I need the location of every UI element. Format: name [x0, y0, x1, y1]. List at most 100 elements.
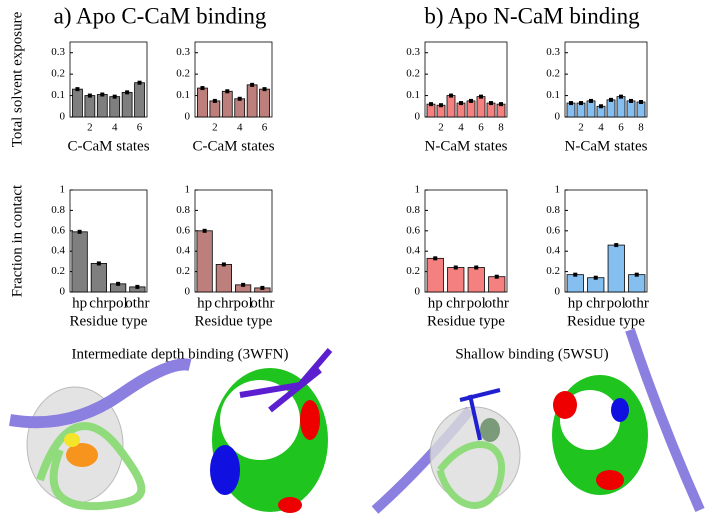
- y-tick-label: 0.2: [176, 68, 190, 80]
- bar-top-marker: [609, 97, 613, 102]
- bar-top-marker: [489, 101, 493, 106]
- bar-top-marker: [429, 102, 433, 107]
- bar-top-marker: [260, 285, 265, 290]
- bar-top-marker: [250, 82, 255, 87]
- y-tick-label: 0.8: [51, 204, 65, 216]
- bar-top-marker: [589, 98, 593, 103]
- y-tick-label: 0.8: [546, 204, 560, 216]
- bar-top-marker: [579, 101, 583, 106]
- plot-frame: [564, 189, 648, 293]
- bar: [259, 88, 270, 118]
- y-tick-label: 0: [555, 111, 561, 123]
- bar-top-marker: [634, 272, 639, 277]
- y-tick-label: 0.2: [176, 265, 190, 277]
- bar: [109, 96, 121, 118]
- bar: [587, 277, 605, 293]
- bar-top-marker: [499, 102, 503, 107]
- bar-top-marker: [96, 261, 101, 266]
- plot-frame: [424, 189, 508, 293]
- bar-top-marker: [212, 98, 217, 103]
- bar: [90, 263, 107, 293]
- x-tick-label: chr: [214, 295, 233, 311]
- x-tick-label: hp: [72, 295, 87, 311]
- x-axis-label: Residue type: [195, 313, 273, 329]
- y-tick-label: 0.2: [51, 68, 65, 80]
- bar: [246, 84, 258, 118]
- bar: [566, 274, 584, 293]
- bar: [486, 102, 496, 118]
- y-tick-label: 0.4: [51, 245, 65, 257]
- y-tick-label: 0: [185, 111, 191, 123]
- x-axis-label: C-CaM states: [192, 138, 274, 154]
- x-tick-label: pol: [109, 295, 128, 311]
- bar: [636, 101, 646, 118]
- bar-top-marker: [619, 94, 623, 99]
- bar: [84, 95, 96, 118]
- bar-top-marker: [629, 98, 633, 103]
- x-tick-label: pol: [607, 295, 626, 311]
- x-tick-label: chr: [586, 295, 605, 311]
- y-tick-label: 0.2: [546, 68, 560, 80]
- x-tick-label: othr: [250, 295, 274, 311]
- bar: [606, 99, 616, 118]
- y-tick-label: 0.8: [406, 204, 420, 216]
- x-tick-label: 6: [262, 122, 268, 134]
- x-tick-label: 8: [498, 122, 504, 134]
- y-tick-label: 0: [415, 111, 421, 123]
- y-tick-label: 0: [185, 286, 191, 298]
- bar: [476, 96, 486, 118]
- bar: [467, 267, 485, 293]
- bar-top-marker: [469, 98, 473, 103]
- image-title: Shallow binding (5WSU): [455, 346, 608, 362]
- bar: [586, 100, 596, 118]
- x-tick-label: 4: [237, 122, 243, 134]
- bar: [447, 267, 465, 293]
- bar-top-marker: [75, 87, 80, 92]
- bar-top-marker: [87, 93, 92, 98]
- x-tick-label: 2: [87, 122, 93, 134]
- bar: [626, 100, 636, 118]
- y-tick-label: 0: [555, 286, 561, 298]
- bar: [121, 91, 133, 118]
- x-tick-label: 4: [458, 122, 464, 134]
- bar: [466, 100, 476, 118]
- x-tick-label: hp: [568, 295, 583, 311]
- y-tick-label: 0.2: [406, 265, 420, 277]
- y-tick-label: 1: [555, 184, 561, 196]
- bar: [234, 98, 246, 118]
- x-axis-label: N-CaM states: [425, 138, 508, 154]
- y-tick-label: 0: [60, 111, 66, 123]
- bar: [607, 244, 625, 293]
- y-tick-label: 0.4: [406, 245, 420, 257]
- x-axis-label: Residue type: [567, 313, 645, 329]
- bar-top-marker: [639, 100, 643, 104]
- bar: [221, 90, 233, 118]
- y-axis-label: Total solvent exposure: [9, 11, 25, 147]
- bar-top-marker: [225, 89, 230, 94]
- plot-frame: [194, 41, 273, 118]
- x-tick-label: 2: [212, 122, 218, 134]
- bar-top-marker: [262, 87, 267, 92]
- bar-top-marker: [453, 265, 458, 270]
- x-tick-label: othr: [485, 295, 509, 311]
- bar: [426, 257, 444, 293]
- plot-frame: [564, 41, 648, 118]
- x-axis-label: C-CaM states: [67, 138, 149, 154]
- x-tick-label: 6: [478, 122, 484, 134]
- x-tick-label: 4: [598, 122, 604, 134]
- y-tick-label: 1: [185, 184, 191, 196]
- y-tick-label: 0.6: [51, 224, 65, 236]
- y-tick-label: 0.3: [406, 46, 420, 58]
- y-tick-label: 0.6: [546, 224, 560, 236]
- plot-frame: [424, 41, 508, 118]
- x-tick-label: 4: [112, 122, 118, 134]
- bar-top-marker: [479, 94, 483, 99]
- bar: [96, 94, 108, 118]
- bar: [209, 100, 221, 118]
- bar: [71, 231, 88, 293]
- x-tick-label: chr: [446, 295, 465, 311]
- y-tick-label: 1: [415, 184, 421, 196]
- bar: [628, 274, 646, 293]
- x-tick-label: 8: [638, 122, 644, 134]
